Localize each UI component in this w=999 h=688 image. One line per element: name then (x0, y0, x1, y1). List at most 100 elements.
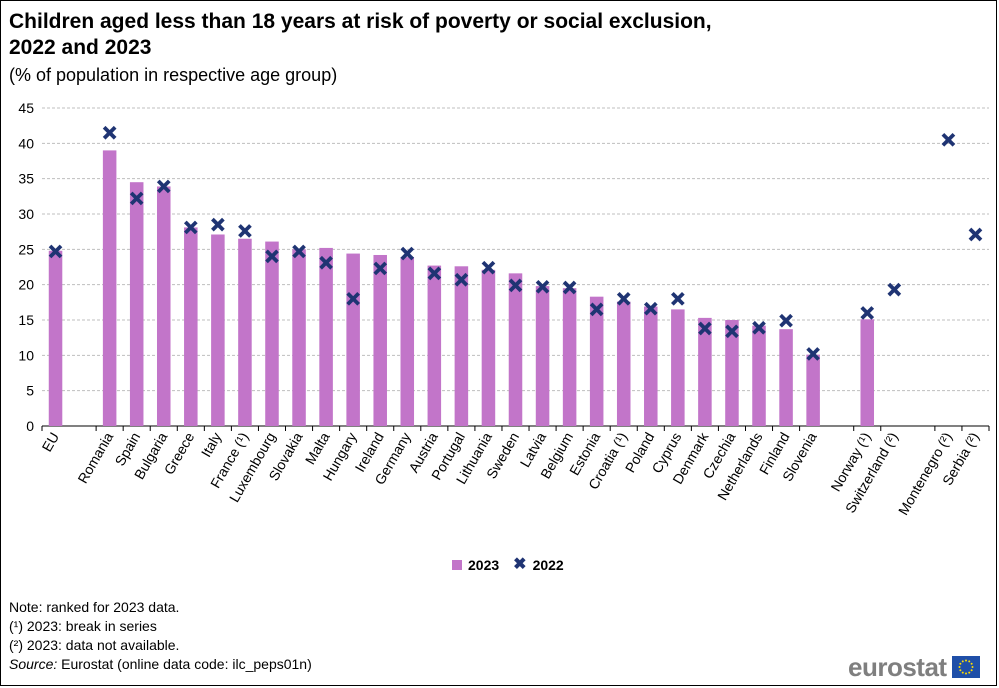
marker-2022 (481, 260, 496, 275)
flag-star (971, 666, 974, 668)
marker-stroke (265, 249, 279, 264)
marker-stroke (319, 255, 333, 270)
eurostat-logo: eurostat (848, 653, 980, 681)
marker-stroke (752, 320, 766, 335)
y-tick-label: 40 (18, 135, 34, 151)
bar-2023 (481, 269, 496, 426)
marker-stroke (643, 301, 658, 316)
marker-2022 (427, 266, 442, 281)
source-line: Source: Eurostat (online data code: ilc_… (9, 655, 312, 674)
marker-stroke (454, 272, 469, 287)
flag-star (958, 662, 961, 665)
marker-stroke (481, 260, 496, 275)
bar-2023 (698, 317, 712, 426)
bar-2023 (752, 325, 766, 426)
y-tick-label: 10 (18, 347, 34, 363)
markers-2022 (48, 125, 983, 361)
flag-star (958, 666, 961, 668)
marker-2022 (752, 320, 766, 335)
marker-2022 (292, 244, 306, 259)
marker-2022 (129, 191, 144, 206)
marker-2022 (779, 313, 793, 328)
marker-stroke (102, 125, 117, 140)
bar-2023 (238, 238, 252, 426)
marker-stroke (156, 179, 171, 194)
marker-stroke (400, 246, 415, 261)
bar-2023 (562, 288, 577, 426)
flag-star (970, 669, 973, 672)
marker-2022 (941, 132, 956, 147)
marker-2022 (589, 302, 604, 317)
y-axis-ticks: 0 5 10 15 20 25 30 35 40 45 (18, 100, 34, 434)
bar-2023 (48, 250, 63, 426)
marker-stroke (968, 227, 983, 242)
marker-stroke (670, 291, 685, 306)
y-tick-label: 0 (26, 418, 34, 434)
y-tick-label: 30 (18, 206, 34, 222)
marker-stroke (779, 313, 793, 328)
marker-2022 (562, 280, 577, 295)
legend-label-2022: 2022 (532, 557, 564, 573)
bar-2023 (373, 254, 387, 426)
chart-subtitle: (% of population in respective age group… (9, 65, 338, 85)
bar-2023 (806, 354, 820, 426)
bar-2023 (616, 301, 631, 426)
marker-2022 (48, 244, 63, 259)
marker-2022 (238, 224, 252, 238)
y-tick-label: 25 (18, 241, 34, 257)
note-ranked: Note: ranked for 2023 data. (9, 599, 180, 615)
x-tick-label: Romania (74, 429, 116, 486)
bar-2023 (211, 234, 225, 426)
marker-2022 (670, 291, 685, 306)
bar-2023 (156, 186, 171, 426)
marker-2022 (400, 246, 415, 261)
bar-2023 (427, 265, 442, 426)
bar-2023 (454, 266, 469, 426)
source-label: Source: (9, 656, 58, 672)
bar-2023 (725, 320, 739, 426)
legend-label-2023: 2023 (468, 557, 500, 573)
legend-swatch-2023 (452, 560, 462, 570)
marker-2022 (319, 255, 333, 270)
bar-2023 (102, 150, 117, 426)
notes: Note: ranked for 2023 data. (¹) 2023: br… (9, 598, 312, 674)
marker-2022 (102, 125, 117, 140)
bar-2023 (671, 309, 685, 426)
bar-2023 (292, 249, 306, 426)
marker-stroke (941, 132, 956, 147)
flag-star (967, 671, 970, 674)
y-tick-label: 15 (18, 312, 34, 328)
x-tick-label: Italy (198, 430, 225, 460)
marker-2022 (373, 261, 388, 276)
marker-stroke (183, 220, 198, 235)
marker-stroke (860, 306, 875, 320)
flag-star (961, 671, 964, 674)
bar-2023 (779, 329, 793, 426)
bar-2023 (400, 257, 415, 426)
legend-x-marker-icon: ✖ (513, 556, 527, 573)
marker-stroke (698, 321, 712, 336)
marker-stroke (427, 266, 442, 281)
y-tick-label: 45 (18, 100, 34, 116)
bars-2023 (48, 150, 875, 426)
marker-2022 (643, 301, 658, 316)
marker-2022 (616, 291, 631, 306)
flag-star (958, 669, 961, 672)
marker-2022 (806, 347, 820, 361)
flag-star (964, 672, 967, 675)
marker-stroke (616, 291, 631, 306)
marker-2022 (454, 272, 469, 287)
eu-flag-icon (951, 656, 980, 678)
marker-2022 (860, 306, 875, 320)
marker-2022 (183, 220, 198, 235)
y-tick-label: 20 (18, 277, 34, 293)
marker-2022 (156, 179, 171, 194)
bar-2023 (265, 241, 279, 426)
bar-2023 (319, 247, 333, 426)
flag-star (970, 662, 973, 665)
y-tick-label: 5 (26, 383, 34, 399)
marker-stroke (562, 280, 577, 295)
bar-2023 (346, 253, 360, 426)
